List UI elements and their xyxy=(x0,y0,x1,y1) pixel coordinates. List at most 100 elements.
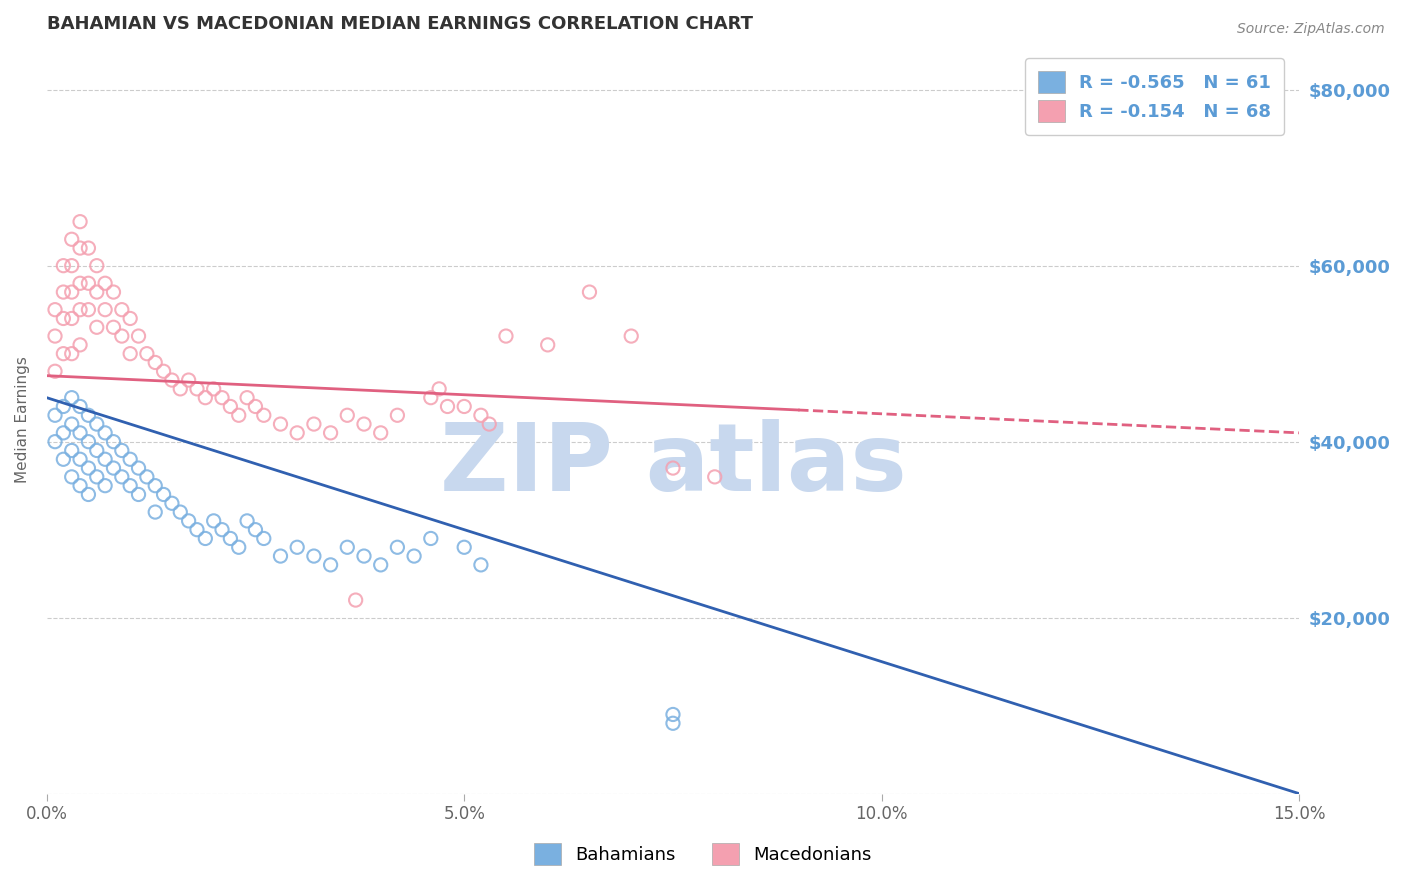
Point xyxy=(537,338,560,352)
Point xyxy=(194,532,217,546)
Point xyxy=(211,391,233,405)
Point xyxy=(269,549,291,563)
Point xyxy=(69,425,91,440)
Point xyxy=(69,452,91,467)
Point xyxy=(662,461,685,475)
Point xyxy=(662,716,685,731)
Text: ZIP atlas: ZIP atlas xyxy=(440,418,907,510)
Point xyxy=(285,425,308,440)
Point xyxy=(703,470,725,484)
Point xyxy=(94,302,117,317)
Point xyxy=(52,311,75,326)
Point xyxy=(302,417,325,431)
Point xyxy=(319,425,342,440)
Point xyxy=(202,382,225,396)
Point xyxy=(470,558,492,572)
Point xyxy=(344,593,367,607)
Point xyxy=(111,329,134,343)
Point xyxy=(77,434,100,449)
Point xyxy=(143,478,166,492)
Point xyxy=(186,382,208,396)
Point xyxy=(143,355,166,369)
Point xyxy=(69,241,91,255)
Point xyxy=(111,470,134,484)
Point xyxy=(128,461,150,475)
Point xyxy=(211,523,233,537)
Point xyxy=(253,532,276,546)
Point xyxy=(52,452,75,467)
Point xyxy=(169,505,191,519)
Point xyxy=(60,311,83,326)
Point xyxy=(77,487,100,501)
Point xyxy=(111,302,134,317)
Point xyxy=(44,409,66,423)
Point xyxy=(336,541,359,555)
Point xyxy=(152,364,174,378)
Point xyxy=(387,541,409,555)
Text: Source: ZipAtlas.com: Source: ZipAtlas.com xyxy=(1237,22,1385,37)
Point xyxy=(253,409,276,423)
Point xyxy=(236,514,259,528)
Point xyxy=(60,232,83,246)
Text: BAHAMIAN VS MACEDONIAN MEDIAN EARNINGS CORRELATION CHART: BAHAMIAN VS MACEDONIAN MEDIAN EARNINGS C… xyxy=(46,15,752,33)
Point xyxy=(436,400,458,414)
Point xyxy=(69,478,91,492)
Point xyxy=(353,417,375,431)
Point xyxy=(245,400,267,414)
Point xyxy=(128,329,150,343)
Point xyxy=(160,496,183,510)
Point xyxy=(60,391,83,405)
Point xyxy=(103,461,125,475)
Point xyxy=(478,417,501,431)
Point xyxy=(77,461,100,475)
Point xyxy=(419,532,441,546)
Point xyxy=(60,285,83,299)
Point xyxy=(69,400,91,414)
Point xyxy=(236,391,259,405)
Point xyxy=(44,434,66,449)
Point xyxy=(52,259,75,273)
Point xyxy=(120,452,142,467)
Point xyxy=(69,215,91,229)
Point xyxy=(94,478,117,492)
Point xyxy=(120,346,142,360)
Point xyxy=(453,400,475,414)
Point xyxy=(404,549,426,563)
Point xyxy=(60,470,83,484)
Point xyxy=(60,259,83,273)
Point xyxy=(245,523,267,537)
Point xyxy=(86,417,108,431)
Point xyxy=(302,549,325,563)
Point xyxy=(128,487,150,501)
Point xyxy=(152,487,174,501)
Point xyxy=(135,346,157,360)
Point xyxy=(69,338,91,352)
Point xyxy=(353,549,375,563)
Point xyxy=(319,558,342,572)
Point xyxy=(387,409,409,423)
Point xyxy=(194,391,217,405)
Point xyxy=(103,434,125,449)
Point xyxy=(427,382,450,396)
Point xyxy=(60,443,83,458)
Point xyxy=(169,382,191,396)
Point xyxy=(77,241,100,255)
Y-axis label: Median Earnings: Median Earnings xyxy=(15,356,30,483)
Point xyxy=(44,364,66,378)
Point xyxy=(269,417,291,431)
Point xyxy=(52,346,75,360)
Point xyxy=(111,443,134,458)
Point xyxy=(94,277,117,291)
Point xyxy=(336,409,359,423)
Point xyxy=(120,311,142,326)
Point xyxy=(86,259,108,273)
Point xyxy=(228,409,250,423)
Point xyxy=(228,541,250,555)
Point xyxy=(86,320,108,334)
Point xyxy=(470,409,492,423)
Point xyxy=(52,425,75,440)
Point xyxy=(77,277,100,291)
Point xyxy=(94,452,117,467)
Point xyxy=(453,541,475,555)
Point xyxy=(202,514,225,528)
